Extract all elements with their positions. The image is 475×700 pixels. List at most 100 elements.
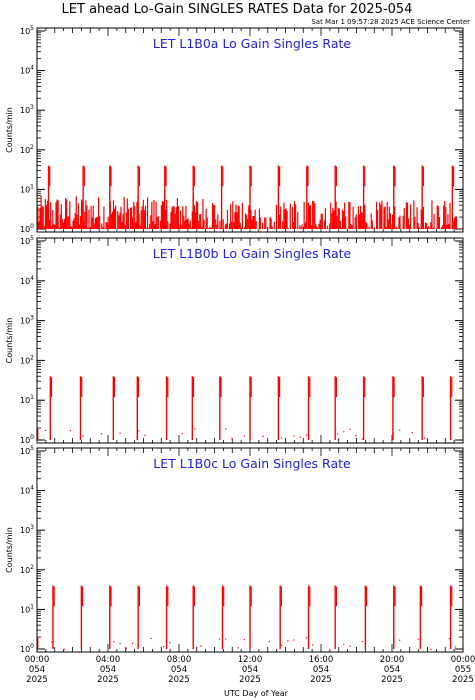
panel-2: 100 101 102 103 104 105 Counts/min LET L1B0b Lo…: [5, 235, 464, 445]
data-spike: [364, 585, 368, 649]
y-tick-label: 101: [20, 183, 34, 194]
data-point: [63, 648, 65, 650]
x-tick-label-time: 00:00: [451, 655, 475, 665]
data-spike: [49, 376, 53, 440]
x-tick-label-year: 2025: [381, 675, 403, 685]
chart-title: LET ahead Lo-Gain SINGLES RATES Data for…: [62, 2, 413, 17]
data-point: [144, 434, 146, 436]
data-point: [218, 638, 221, 640]
data-point: [243, 435, 245, 437]
data-point: [243, 638, 245, 641]
x-tick-label-time: 08:00: [167, 655, 192, 665]
y-axis-title: Counts/min: [5, 318, 14, 364]
x-tick-label-year: 2025: [310, 675, 332, 685]
panel-1: 100 101 102 103 104 105 Counts/min LET L1B0a Lo…: [5, 25, 464, 234]
data-point: [399, 429, 401, 431]
data-point: [181, 433, 183, 435]
data-spike: [79, 376, 83, 440]
data-spike: [449, 376, 453, 440]
data-point: [361, 640, 364, 643]
data-spike: [393, 165, 396, 229]
y-tick-label: 100: [20, 434, 34, 445]
data-point: [299, 436, 301, 438]
data-point: [281, 644, 283, 646]
x-tick-label-doy: 054: [29, 665, 45, 675]
data-point: [125, 647, 127, 649]
panel-label: LET L1B0c Lo Gain Singles Rate: [153, 456, 351, 471]
data-spike: [52, 585, 55, 649]
data-point: [399, 639, 401, 641]
data-point: [225, 638, 227, 640]
y-tick-label: 105: [20, 25, 34, 36]
data-point: [200, 645, 202, 647]
data-spike: [109, 165, 112, 229]
data-spike: [219, 376, 222, 440]
data-spike: [192, 165, 195, 229]
y-ticks: 100 101 102 103 104 105: [20, 445, 463, 654]
data-spike: [249, 165, 252, 229]
data-series: [37, 165, 462, 229]
y-tick-label: 104: [20, 485, 34, 496]
data-spike: [220, 165, 224, 229]
data-point: [225, 428, 227, 430]
data-series: [37, 376, 453, 440]
x-tick-label-time: 00:00: [25, 655, 50, 665]
data-spike: [362, 376, 366, 440]
y-tick-label: 102: [20, 564, 34, 575]
panel-label: LET L1B0a Lo Gain Singles Rate: [153, 36, 352, 51]
data-spike: [249, 585, 252, 649]
data-point: [138, 430, 140, 432]
x-tick-label-doy: 054: [384, 665, 400, 675]
data-point: [293, 639, 295, 641]
data-spike: [421, 376, 424, 440]
data-spike: [221, 585, 225, 649]
data-point: [119, 642, 121, 645]
data-spike: [109, 585, 112, 649]
data-spike: [137, 585, 140, 649]
data-spike: [165, 585, 169, 649]
y-tick-label: 102: [20, 144, 34, 155]
data-point: [262, 435, 264, 438]
data-point: [293, 435, 295, 437]
x-ticks: [36, 238, 464, 443]
data-spike: [47, 165, 51, 229]
x-tick-label-time: 16:00: [309, 655, 334, 665]
data-point: [281, 437, 283, 439]
data-point: [455, 646, 457, 648]
data-point: [411, 432, 413, 434]
data-point: [355, 435, 357, 437]
data-point: [150, 637, 152, 640]
timestamp-label: Sat Mar 1 09:57:28 2025 ACE Science Cent…: [311, 18, 470, 26]
x-tick-label-year: 2025: [239, 675, 261, 685]
data-point: [343, 431, 345, 433]
data-spike: [82, 165, 85, 229]
data-spike: [137, 165, 140, 229]
data-point: [268, 640, 270, 642]
data-point: [131, 642, 134, 644]
data-point: [343, 643, 345, 645]
data-spike: [392, 376, 395, 440]
data-point: [44, 429, 47, 431]
data-point: [287, 640, 289, 642]
data-spike: [306, 165, 309, 229]
x-tick-label-doy: 054: [171, 665, 187, 675]
data-point: [69, 430, 72, 432]
x-tick-label-year: 2025: [168, 675, 190, 685]
y-tick-label: 101: [20, 394, 34, 405]
data-spike: [307, 585, 311, 649]
y-tick-label: 103: [20, 104, 34, 115]
data-point: [119, 432, 121, 434]
data-spike: [164, 165, 167, 229]
data-point: [430, 648, 432, 651]
data-spike: [451, 165, 455, 229]
data-point: [448, 638, 450, 640]
data-spike: [334, 376, 337, 440]
y-tick-label: 104: [20, 65, 34, 76]
data-point: [100, 433, 103, 435]
data-spike: [334, 585, 337, 649]
x-tick-label-time: 20:00: [380, 655, 405, 665]
data-spike: [279, 585, 282, 649]
x-tick-label-time: 12:00: [238, 655, 263, 665]
x-axis-title: UTC Day of Year: [224, 689, 289, 698]
